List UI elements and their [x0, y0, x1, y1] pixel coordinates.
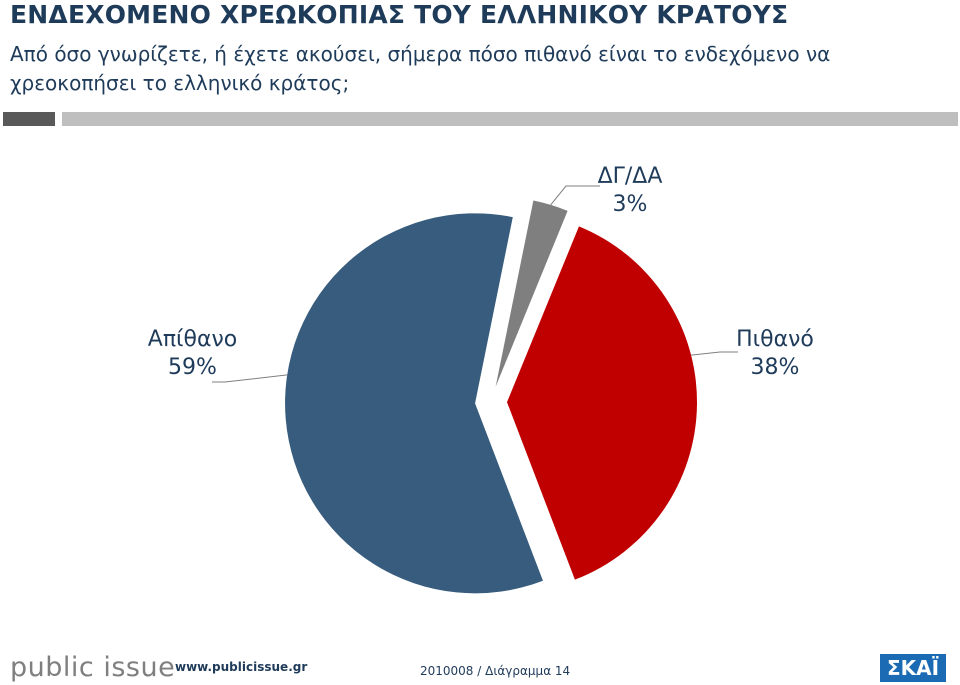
footer-chart-code: 2010008 / Διάγραμμα 14 [420, 664, 571, 678]
leader-line-apithano [212, 374, 288, 383]
label-apithano: Απίθανο 59% [130, 326, 255, 382]
question-subtitle: Από όσο γνωρίζετε, ή έχετε ακούσει, σήμε… [10, 42, 831, 95]
page-title: ΕΝΔΕΧΟΜΕΝΟ ΧΡΕΩΚΟΠΙΑΣ ΤΟΥ ΕΛΛΗΝΙΚΟΥ ΚΡΑΤ… [10, 0, 789, 29]
label-apithano-name: Απίθανο [147, 327, 238, 352]
public-issue-logo: public issue [10, 652, 176, 683]
pie-slice-pithano [506, 226, 697, 580]
pie-slice-dgda [495, 200, 568, 387]
leader-line-dgda [550, 185, 600, 206]
label-apithano-value: 59% [168, 355, 217, 380]
divider-bar-light [62, 112, 958, 126]
label-pithano-value: 38% [750, 355, 800, 380]
label-pithano-name: Πιθανό [736, 327, 814, 352]
label-dgda-value: 3% [612, 192, 648, 217]
divider-bar-dark [3, 112, 55, 126]
skai-logo: ΣΚΑΪ [880, 654, 946, 682]
leader-line-pithano [691, 351, 738, 356]
pie-slice-apithano [285, 213, 543, 594]
label-dgda: ΔΓ/ΔΑ 3% [585, 163, 675, 219]
footer-url-link[interactable]: www.publicissue.gr [175, 660, 308, 674]
label-pithano: Πιθανό 38% [720, 326, 830, 382]
label-dgda-name: ΔΓ/ΔΑ [597, 164, 663, 189]
